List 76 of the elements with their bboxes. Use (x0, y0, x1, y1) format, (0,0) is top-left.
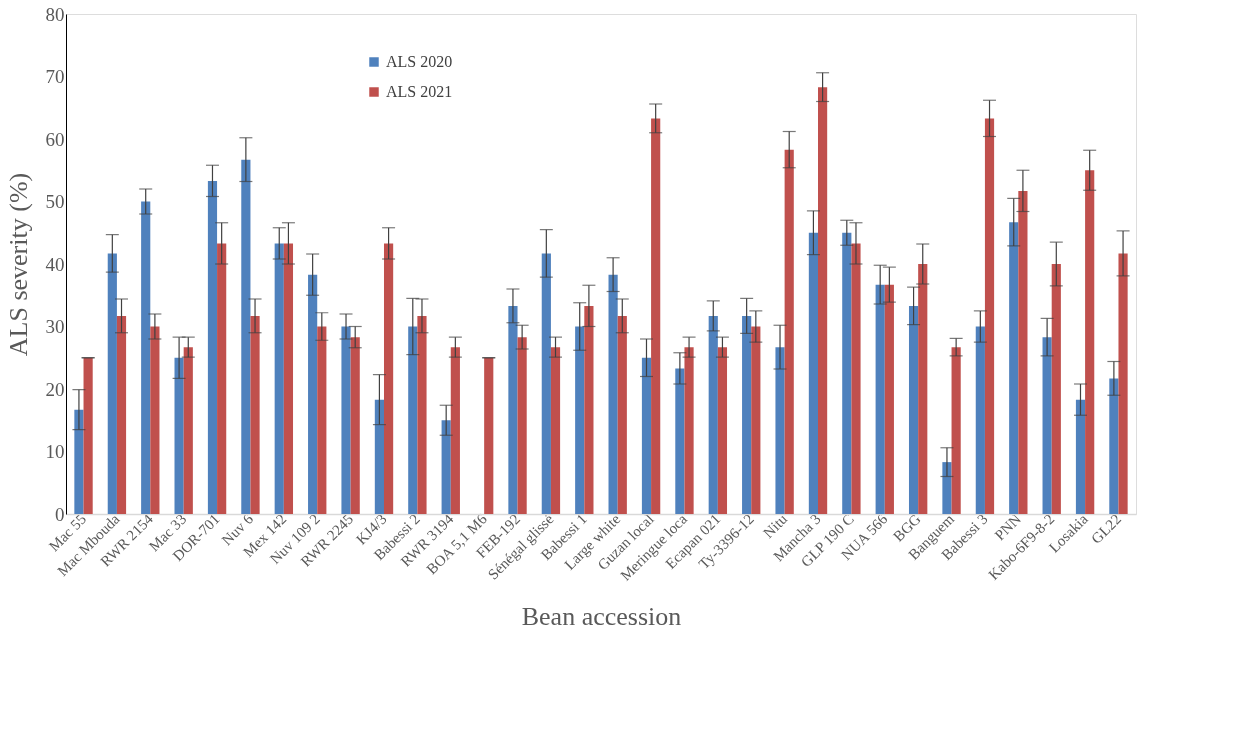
bar (608, 274, 618, 514)
bar (1109, 378, 1119, 514)
bar (174, 357, 184, 514)
bar (884, 284, 894, 514)
bar (450, 347, 460, 514)
bar (283, 243, 294, 514)
bar (684, 347, 694, 514)
bar (842, 232, 852, 514)
bar (775, 347, 785, 514)
bar (942, 462, 952, 514)
bar (217, 243, 227, 514)
bar (708, 315, 718, 514)
bar (742, 315, 752, 514)
bar (517, 337, 527, 514)
bar (751, 326, 761, 514)
bar (341, 326, 351, 514)
bar (584, 305, 594, 514)
bar (575, 326, 585, 514)
bar (808, 232, 818, 514)
bar (651, 118, 661, 514)
bar (1118, 253, 1128, 514)
y-tick-label: 40 (45, 253, 65, 275)
y-tick-label: 30 (45, 316, 65, 337)
bar (550, 347, 561, 514)
bar (441, 420, 451, 514)
bar (408, 326, 418, 514)
bar (484, 357, 494, 514)
bar (818, 87, 828, 514)
bar (83, 357, 93, 514)
bar (1085, 170, 1095, 514)
x-axis-title: Bean accession (521, 601, 682, 631)
bar (141, 201, 151, 514)
y-tick-label: 10 (45, 441, 65, 462)
bar (508, 305, 518, 514)
bar (617, 315, 627, 514)
bar (1009, 222, 1019, 514)
bar (984, 118, 995, 514)
bar (317, 326, 327, 514)
y-tick-label: 20 (45, 378, 65, 400)
bar (350, 337, 360, 514)
bar (908, 305, 919, 514)
bar (384, 243, 394, 514)
bar (1042, 337, 1052, 514)
y-axis-title: ALS severity (%) (3, 172, 33, 357)
bar (675, 368, 685, 514)
y-tick-label: 60 (45, 128, 65, 150)
bar (374, 399, 384, 514)
bar (417, 315, 427, 514)
bar (308, 274, 318, 514)
legend-label: ALS 2020 (386, 53, 453, 70)
bar (74, 409, 84, 514)
bar (116, 315, 127, 514)
bar (1075, 399, 1086, 514)
bar (717, 347, 728, 514)
bar (241, 159, 251, 514)
y-tick-label: 70 (45, 66, 65, 87)
bar (851, 243, 861, 514)
bar (784, 149, 794, 514)
bar (107, 253, 117, 514)
bar (1051, 264, 1061, 514)
bar (1018, 190, 1028, 514)
bar (875, 284, 885, 514)
bar (150, 326, 160, 514)
legend-label: ALS 2021 (386, 83, 453, 100)
y-tick-label: 80 (45, 3, 65, 25)
bar (975, 326, 985, 514)
bar (641, 357, 652, 514)
bar (250, 315, 260, 514)
bar (918, 264, 928, 514)
bar (274, 243, 284, 514)
y-tick-label: 50 (45, 191, 65, 212)
bar (541, 253, 551, 514)
bar (207, 180, 218, 514)
bar (951, 347, 961, 514)
bar (183, 347, 193, 514)
y-tick-label: 0 (55, 503, 65, 525)
